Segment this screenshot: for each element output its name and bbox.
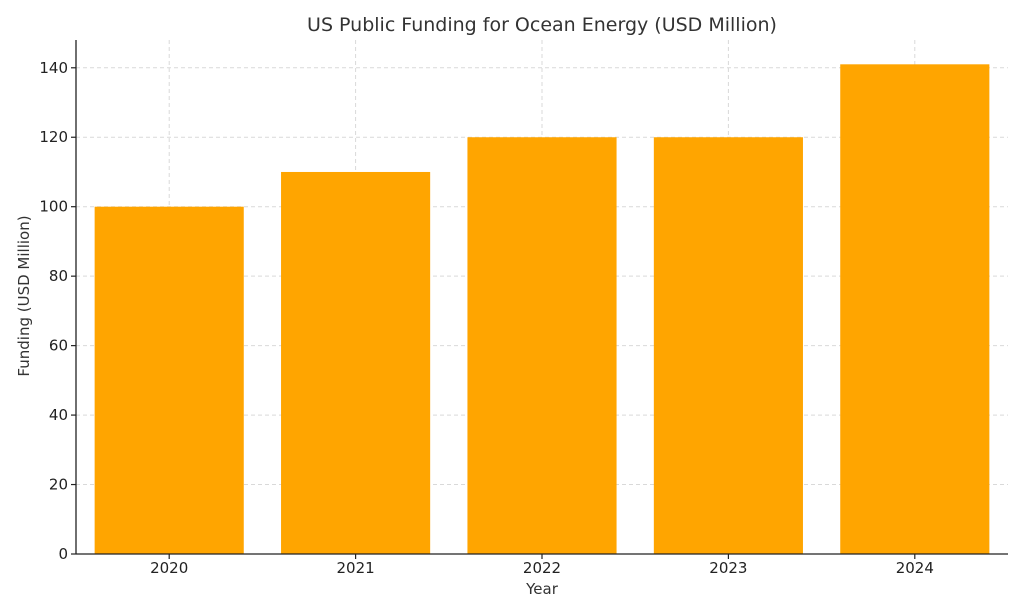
y-tick-label: 80	[49, 267, 68, 285]
ticks-layer: 0 20 40 60 80 100 120 140 2020 2021 2022 2023 2024	[39, 59, 934, 577]
y-tick-label: 140	[39, 59, 68, 77]
x-tick-label: 2023	[709, 559, 747, 577]
y-tick-label: 20	[49, 476, 68, 494]
x-tick-label: 2020	[150, 559, 188, 577]
y-tick-label: 60	[49, 337, 68, 355]
bar-2023	[653, 137, 803, 555]
chart-title: US Public Funding for Ocean Energy (USD …	[307, 14, 777, 36]
bars-layer	[94, 64, 990, 555]
x-axis-label: Year	[525, 580, 559, 598]
y-tick-label: 0	[58, 545, 68, 563]
y-tick-label: 100	[39, 198, 68, 216]
bar-2024	[840, 64, 990, 554]
x-tick-label: 2024	[896, 559, 934, 577]
y-axis-label: Funding (USD Million)	[15, 215, 33, 376]
bar-2022	[467, 137, 617, 555]
bar-2021	[281, 171, 431, 555]
y-tick-label: 40	[49, 406, 68, 424]
x-tick-label: 2021	[337, 559, 375, 577]
bar-2020	[94, 206, 244, 554]
y-tick-label: 120	[39, 128, 68, 146]
x-tick-label: 2022	[523, 559, 561, 577]
